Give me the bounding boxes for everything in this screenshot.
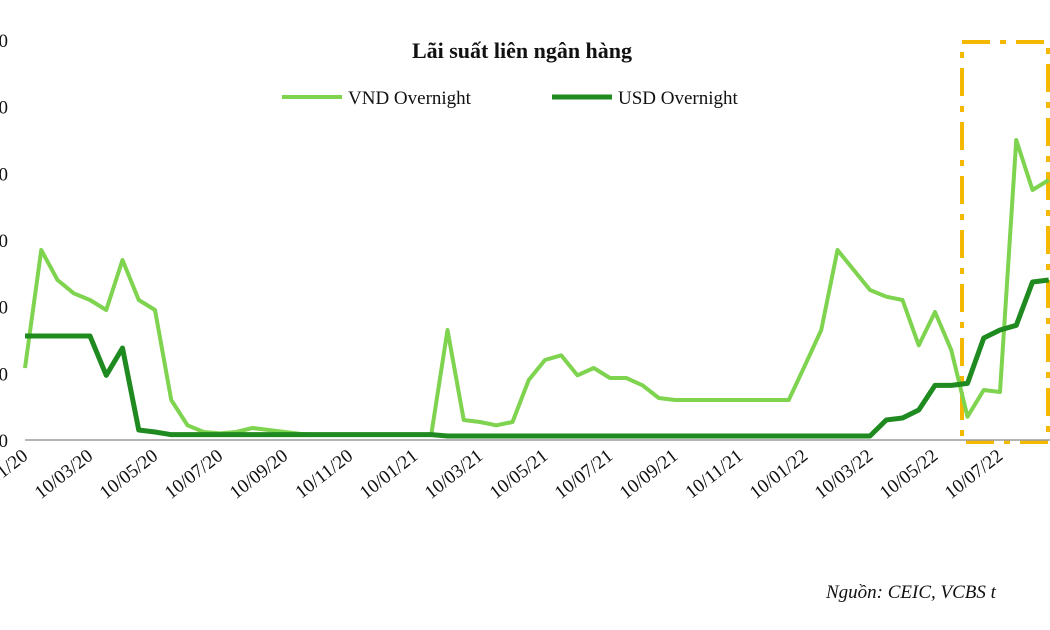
highlight-box [960, 40, 1050, 444]
legend-label: USD Overnight [618, 88, 739, 109]
series-line [25, 277, 1050, 439]
y-tick-label: 3,0 [0, 231, 8, 252]
source-note: Nguồn: CEIC, VCBS t [825, 582, 997, 603]
y-tick-label: 1,0 [0, 364, 8, 385]
x-tick-label: 10/05/20 [96, 445, 162, 503]
x-tick-label: 10/05/22 [876, 445, 942, 503]
x-tick-label: 10/03/20 [31, 445, 97, 503]
y-tick-label: 4,0 [0, 164, 8, 185]
x-tick-label: 10/07/22 [941, 445, 1007, 503]
y-tick-label: 6,0 [0, 31, 8, 52]
series-line [23, 138, 1050, 437]
x-tick-label: 10/03/21 [421, 445, 487, 503]
legend-label: VND Overnight [348, 88, 472, 109]
chart-title: Lãi suất liên ngân hàng [412, 38, 632, 63]
y-tick-label: 0,0 [0, 431, 8, 452]
x-tick-label: 10/01/22 [746, 445, 812, 503]
y-tick-label: 2,0 [0, 298, 8, 319]
x-tick-label: 10/01/20 [0, 445, 32, 503]
x-tick-label: 10/09/20 [226, 445, 292, 503]
y-tick-label: 5,0 [0, 98, 8, 119]
x-tick-label: 10/11/20 [291, 445, 357, 503]
x-tick-label: 10/07/20 [161, 445, 227, 503]
x-tick-label: 10/11/21 [681, 445, 747, 503]
x-tick-label: 10/01/21 [356, 445, 422, 503]
x-tick-label: 10/05/21 [486, 445, 552, 503]
x-tick-label: 10/07/21 [551, 445, 617, 503]
x-tick-label: 10/09/21 [616, 445, 682, 503]
x-tick-label: 10/03/22 [811, 445, 877, 503]
